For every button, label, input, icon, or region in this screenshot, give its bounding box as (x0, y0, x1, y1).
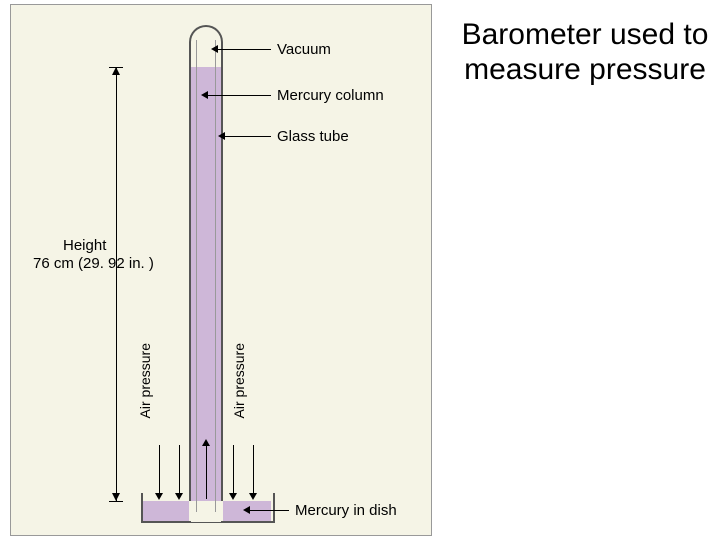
glass-tube-pointer-arrow (218, 132, 225, 140)
air-pressure-left-label: Air pressure (137, 343, 153, 418)
tube-gap-left (189, 501, 191, 521)
glass-tube-pointer-line (223, 136, 271, 137)
vacuum-pointer-line (216, 49, 271, 50)
air-down-r1 (233, 445, 234, 497)
air-down-l2 (179, 445, 180, 497)
tube-gap-right (221, 501, 223, 521)
air-down-l2-head (175, 493, 183, 500)
mercury-up-arrow-line (206, 445, 207, 499)
height-indicator-line (116, 67, 117, 501)
height-label-2: 76 cm (29. 92 in. ) (33, 255, 154, 272)
air-down-l1-head (155, 493, 163, 500)
mercury-in-dish-label: Mercury in dish (295, 502, 397, 519)
mercury-up-arrow-head (202, 439, 210, 446)
page-title: Barometer used to measure pressure (460, 18, 710, 87)
tube-inner-left (196, 40, 197, 512)
air-down-r2 (253, 445, 254, 497)
mercury-col-pointer-line (206, 95, 271, 96)
height-label-1: Height (63, 237, 106, 254)
tube-inner-right (215, 40, 216, 512)
mercury-dish-pointer-arrow (243, 506, 250, 514)
height-arrow-down (112, 493, 120, 501)
vacuum-label: Vacuum (277, 41, 331, 58)
mercury-column-label: Mercury column (277, 87, 384, 104)
air-down-r2-head (249, 493, 257, 500)
height-bottom-tick (109, 501, 123, 502)
height-arrow-up (112, 67, 120, 75)
diagram-panel: Vacuum Mercury column Glass tube Mercury… (10, 4, 432, 536)
air-down-r1-head (229, 493, 237, 500)
mercury-dish-pointer-line (248, 510, 289, 511)
mercury-col-pointer-arrow (201, 91, 208, 99)
vacuum-pointer-arrow (211, 45, 218, 53)
glass-tube-label: Glass tube (277, 128, 349, 145)
air-pressure-right-label: Air pressure (231, 343, 247, 418)
air-down-l1 (159, 445, 160, 497)
